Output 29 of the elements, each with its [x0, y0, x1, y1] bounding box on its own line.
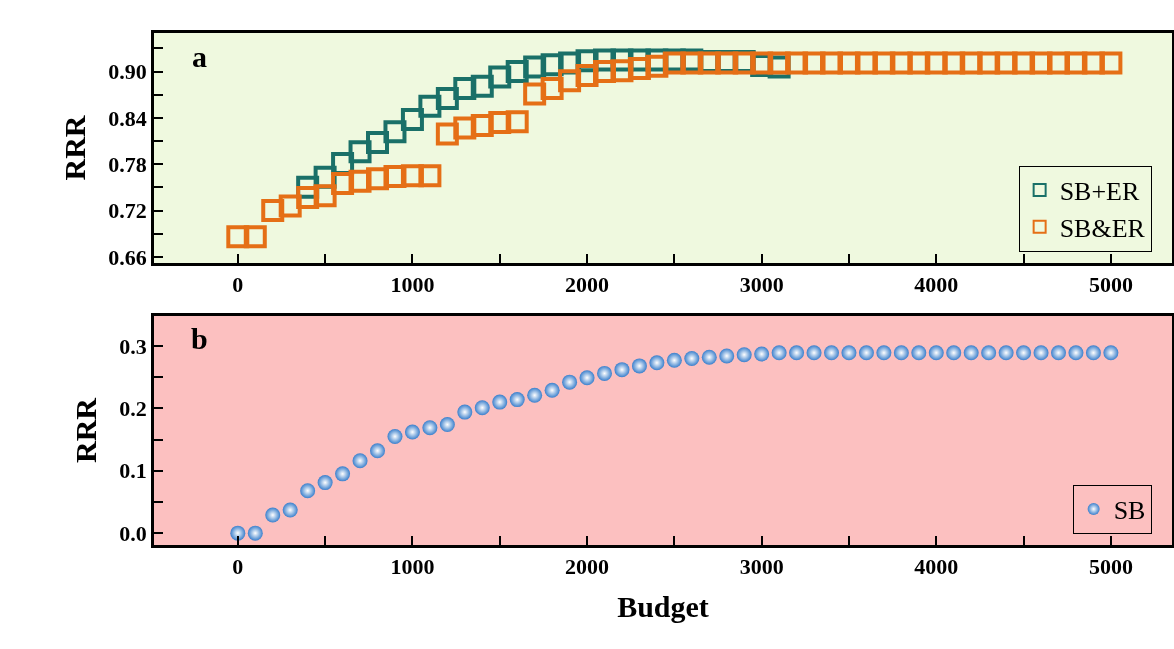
x-tick-label: 0 — [232, 554, 244, 580]
x-tick-label: 4000 — [914, 272, 959, 298]
x-tick-label: 4000 — [914, 554, 959, 580]
x-axis-title: Budget — [617, 589, 709, 623]
y-tick-label: 0.3 — [119, 333, 147, 359]
legend-label: SB+ER — [1059, 177, 1140, 207]
y-tick-label: 0.0 — [119, 520, 147, 546]
legend-label: SB — [1113, 496, 1146, 526]
y-tick-label: 0.84 — [108, 105, 147, 131]
y-tick-label: 0.2 — [119, 396, 147, 422]
annotation: a — [192, 40, 207, 73]
x-tick-label: 2000 — [565, 272, 610, 298]
x-tick-label: 1000 — [390, 272, 435, 298]
x-tick-label: 0 — [232, 272, 244, 298]
y-axis-title: RRR — [58, 115, 92, 181]
x-tick-label: 2000 — [565, 554, 610, 580]
x-tick-label: 1000 — [390, 554, 435, 580]
y-tick-label: 0.66 — [108, 244, 147, 270]
annotation: b — [191, 322, 208, 355]
x-tick-label: 5000 — [1088, 554, 1133, 580]
y-axis-title: RRR — [69, 397, 103, 463]
x-tick-label: 5000 — [1088, 272, 1133, 298]
x-tick-label: 3000 — [739, 554, 784, 580]
y-tick-label: 0.78 — [108, 151, 147, 177]
y-tick-label: 0.1 — [119, 458, 147, 484]
y-tick-label: 0.90 — [108, 59, 147, 85]
legend-label: SB&ER — [1059, 213, 1146, 243]
x-tick-label: 3000 — [739, 272, 784, 298]
y-tick-label: 0.72 — [108, 198, 147, 224]
